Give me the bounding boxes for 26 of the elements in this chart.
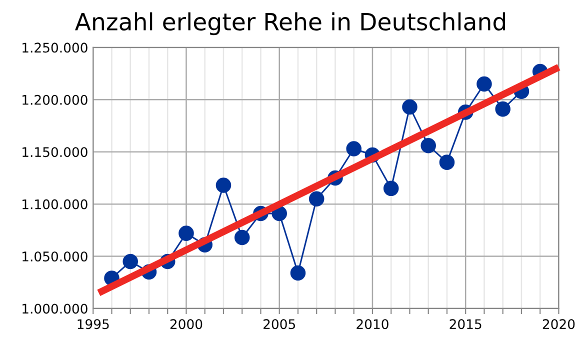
chart-title: Anzahl erlegter Rehe in Deutschland <box>75 12 506 36</box>
point <box>439 154 455 170</box>
point <box>308 191 324 206</box>
point <box>234 230 250 246</box>
point <box>495 101 510 117</box>
x-tick-label: 2000 <box>170 319 202 330</box>
y-tick-label: 1.150.000 <box>22 147 88 158</box>
x-tick-label: 2020 <box>542 319 575 330</box>
y-tick-label: 1.000.000 <box>22 304 88 314</box>
point <box>216 178 232 193</box>
x-tick-label: 1995 <box>78 319 109 330</box>
y-tick-label: 1.100.000 <box>22 199 88 210</box>
point <box>476 76 492 92</box>
point <box>290 265 306 281</box>
point <box>402 99 418 115</box>
y-tick-label: 1.250.000 <box>22 42 88 53</box>
point <box>420 138 436 154</box>
x-tick-label: 2005 <box>264 319 295 330</box>
point <box>122 254 138 270</box>
x-tick-label: 2010 <box>356 319 388 330</box>
x-tick-label: 2015 <box>450 319 482 330</box>
y-tick-label: 1.200.000 <box>22 94 88 105</box>
point <box>178 226 194 241</box>
point <box>346 141 362 156</box>
y-tick-label: 1.050.000 <box>22 252 88 262</box>
point <box>383 180 399 196</box>
